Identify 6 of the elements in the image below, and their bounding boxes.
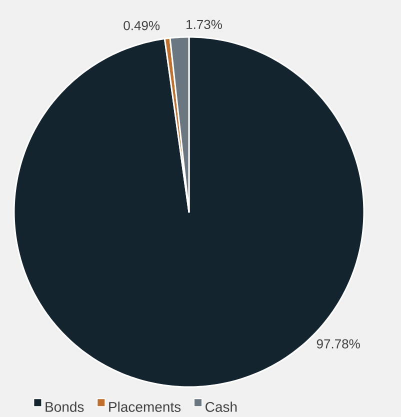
data-label: 97.78% [316, 339, 360, 348]
data-label: 1.73% [186, 20, 222, 30]
legend-label: Placements [109, 402, 181, 412]
data-label: 0.49% [124, 20, 160, 30]
legend-label: Cash [206, 402, 237, 412]
legend-label: Bonds [46, 402, 84, 412]
